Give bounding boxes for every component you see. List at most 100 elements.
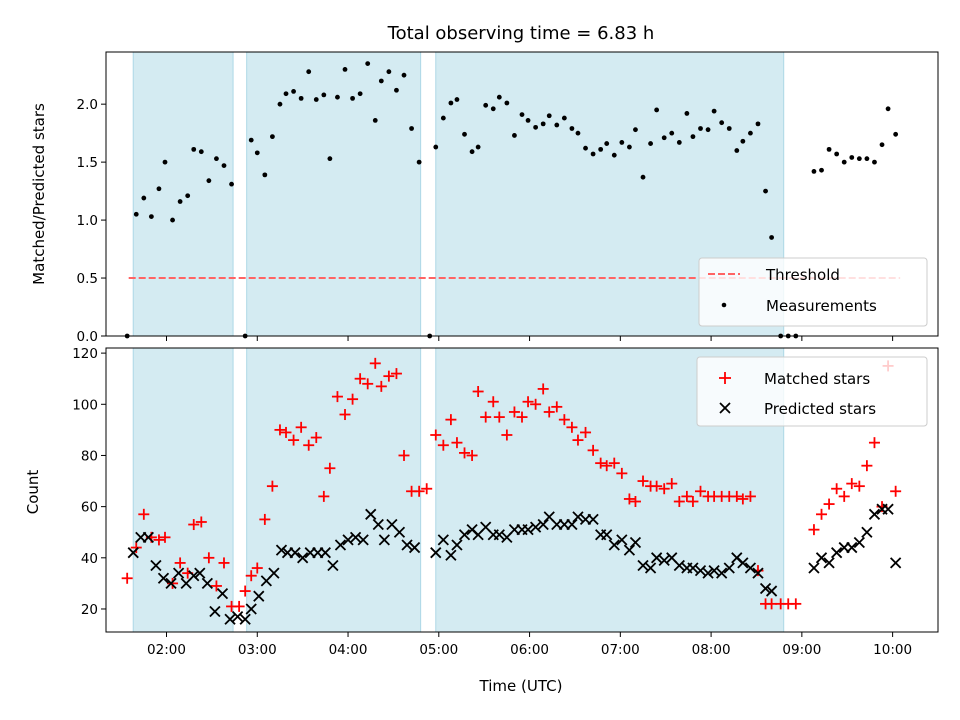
- predicted-star-point: [445, 549, 457, 561]
- measurement-point: [834, 151, 840, 157]
- legend-predicted-swatch: [719, 402, 731, 414]
- measurement-point: [726, 126, 732, 131]
- matched-star-point: [383, 370, 395, 382]
- matched-stars-series: [121, 357, 902, 612]
- measurement-point: [684, 111, 690, 116]
- predicted-star-point: [172, 567, 185, 579]
- measurement-point: [401, 72, 407, 78]
- predicted-star-point: [708, 564, 720, 577]
- predicted-star-point: [349, 531, 362, 543]
- predicted-star-point: [216, 587, 229, 600]
- predicted-star-point: [808, 562, 820, 574]
- predicted-star-point: [831, 547, 843, 559]
- legend-matched-swatch: [719, 372, 731, 384]
- matched-star-point: [816, 508, 828, 520]
- matched-star-point: [159, 531, 171, 543]
- matched-star-point: [354, 373, 366, 385]
- predicted-stars-series: [127, 503, 902, 625]
- measurement-point: [342, 66, 348, 72]
- predicted-star-point: [629, 536, 642, 549]
- matched-star-point: [398, 449, 410, 461]
- matched-star-point: [608, 457, 620, 469]
- predicted-star-point: [408, 541, 421, 554]
- predicted-star-point: [687, 562, 699, 574]
- matched-star-point: [831, 483, 843, 495]
- matched-star-point: [233, 600, 245, 612]
- measurement-point: [748, 130, 753, 136]
- predicted-star-point: [853, 536, 865, 549]
- predicted-star-point: [142, 531, 154, 543]
- matched-star-point: [153, 534, 165, 546]
- measurement-point: [357, 91, 363, 97]
- y-tick-label: 1.0: [77, 213, 98, 229]
- matched-star-point: [430, 429, 442, 441]
- predicted-star-point: [823, 557, 835, 569]
- legend-measurements-swatch: [721, 302, 727, 308]
- measurement-point: [734, 148, 740, 153]
- y-tick-label: 0.0: [77, 329, 98, 345]
- measurement-point: [841, 159, 847, 165]
- measurement-point: [283, 91, 289, 97]
- matched-star-point: [210, 580, 222, 592]
- measurement-point: [462, 131, 467, 137]
- measurement-point: [533, 124, 539, 130]
- measurement-point: [826, 146, 832, 152]
- predicted-star-point: [334, 539, 347, 551]
- measurement-point: [525, 117, 531, 123]
- measurement-point: [335, 94, 340, 100]
- x-tick-label: 02:00: [147, 642, 186, 658]
- measurement-point: [350, 95, 355, 101]
- top-y-axis-label: Matched/Predicted stars: [30, 103, 48, 285]
- matched-star-point: [566, 421, 578, 433]
- matched-star-point: [522, 396, 534, 408]
- matched-star-point: [658, 483, 670, 495]
- measurement-point: [214, 156, 219, 162]
- predicted-star-point: [289, 547, 301, 559]
- x-tick-label: 09:00: [782, 642, 821, 658]
- predicted-star-point: [275, 544, 288, 556]
- matched-star-point: [459, 447, 471, 459]
- matched-star-point: [595, 457, 607, 469]
- measurement-point: [490, 106, 496, 112]
- matched-star-point: [572, 434, 584, 446]
- measurement-point: [546, 113, 552, 119]
- measurement-point: [177, 199, 183, 204]
- measurement-point: [394, 87, 399, 93]
- matched-star-point: [245, 570, 257, 582]
- measurement-point: [141, 195, 147, 201]
- x-tick-label: 06:00: [510, 642, 549, 658]
- bottom-legend-box: [696, 356, 928, 427]
- measurement-point: [248, 137, 254, 143]
- y-tick-label: 2.0: [77, 97, 98, 113]
- measurement-point: [611, 152, 617, 158]
- predicted-star-point: [673, 559, 685, 572]
- measurement-point: [554, 122, 560, 128]
- matched-star-point: [861, 460, 873, 472]
- matched-star-point: [347, 393, 359, 405]
- measurement-point: [705, 127, 711, 133]
- measurement-point: [185, 193, 191, 199]
- measurement-point: [378, 78, 384, 84]
- measurement-point: [575, 130, 581, 136]
- measurement-point: [627, 144, 632, 150]
- predicted-star-point: [637, 559, 649, 572]
- measurement-point: [640, 174, 646, 180]
- predicted-star-point: [650, 552, 663, 564]
- measurement-point: [262, 172, 268, 178]
- measurement-point: [569, 126, 575, 131]
- measurement-point: [690, 134, 696, 140]
- matched-star-point: [616, 467, 628, 479]
- measurement-point: [504, 100, 510, 106]
- predicted-star-point: [231, 611, 244, 623]
- matched-star-point: [808, 524, 820, 536]
- matched-star-point: [318, 490, 330, 502]
- predicted-star-point: [357, 534, 369, 546]
- predicted-star-point: [150, 559, 162, 572]
- y-tick-label: 40: [81, 551, 98, 567]
- matched-star-point: [846, 478, 858, 490]
- measurement-point: [298, 95, 304, 101]
- measurement-point: [519, 112, 525, 117]
- measurement-point: [561, 115, 567, 121]
- measurement-point: [864, 156, 870, 162]
- matched-star-point: [280, 426, 292, 438]
